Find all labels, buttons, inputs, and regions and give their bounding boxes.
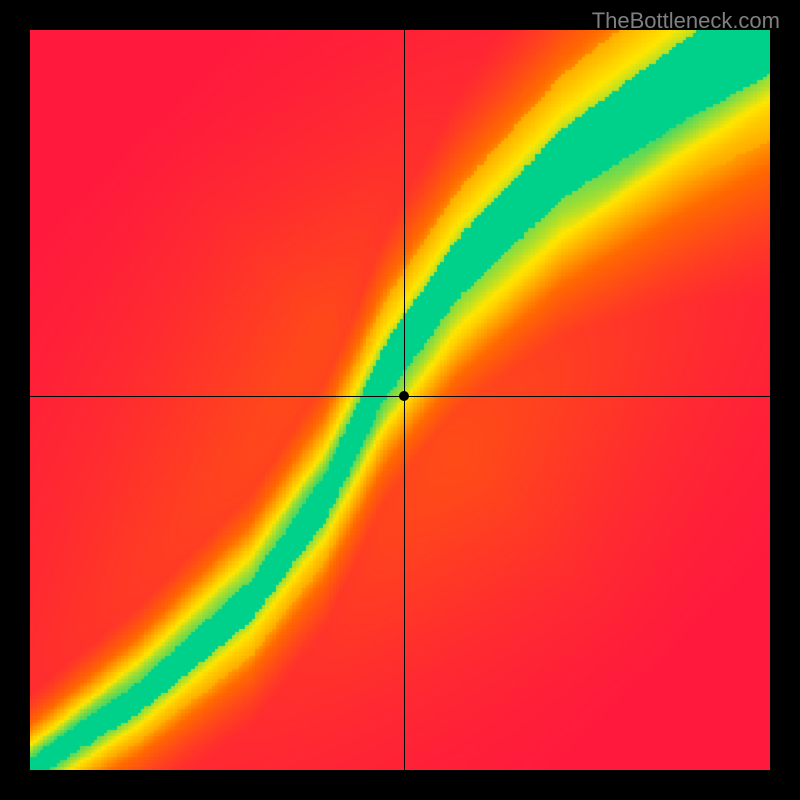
watermark-text: TheBottleneck.com xyxy=(592,8,780,34)
crosshair-dot xyxy=(399,391,409,401)
chart-container: TheBottleneck.com xyxy=(0,0,800,800)
plot-area xyxy=(30,30,770,770)
